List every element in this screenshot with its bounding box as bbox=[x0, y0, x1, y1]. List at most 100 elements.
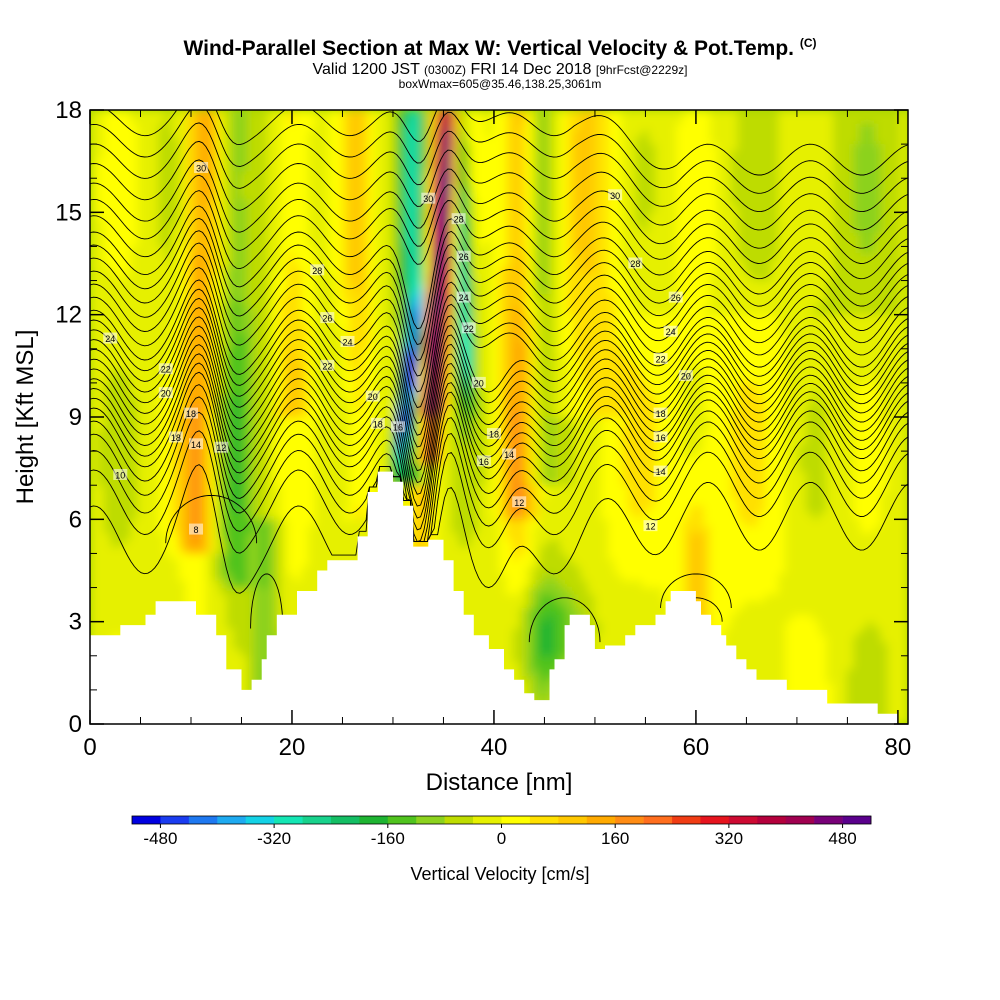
velocity-cell bbox=[110, 123, 118, 132]
velocity-cell bbox=[505, 260, 514, 268]
velocity-cell bbox=[424, 219, 432, 227]
velocity-cell bbox=[723, 110, 732, 118]
velocity-cell bbox=[887, 144, 895, 152]
velocity-cell bbox=[444, 178, 452, 186]
velocity-cell bbox=[253, 253, 262, 261]
velocity-cell bbox=[642, 157, 650, 166]
velocity-cell bbox=[519, 294, 527, 302]
velocity-cell bbox=[437, 376, 446, 384]
velocity-cell bbox=[130, 321, 139, 329]
velocity-cell bbox=[212, 341, 221, 350]
velocity-cell bbox=[226, 307, 234, 316]
velocity-cell bbox=[274, 110, 282, 118]
velocity-cell bbox=[642, 273, 650, 282]
velocity-cell bbox=[833, 150, 841, 159]
velocity-cell bbox=[873, 273, 882, 282]
velocity-cell bbox=[233, 185, 241, 193]
velocity-cell bbox=[246, 280, 255, 288]
velocity-cell bbox=[171, 253, 180, 261]
velocity-cell bbox=[233, 205, 241, 213]
velocity-cell bbox=[492, 191, 500, 200]
velocity-cell bbox=[778, 116, 786, 125]
velocity-cell bbox=[349, 212, 357, 220]
velocity-cell bbox=[587, 150, 596, 159]
velocity-cell bbox=[533, 157, 541, 166]
velocity-cell bbox=[328, 178, 336, 186]
velocity-cell bbox=[621, 239, 630, 248]
velocity-cell bbox=[867, 185, 875, 193]
velocity-cell bbox=[492, 280, 500, 288]
velocity-cell bbox=[771, 130, 780, 138]
velocity-cell bbox=[594, 137, 602, 145]
velocity-cell bbox=[321, 225, 330, 234]
velocity-cell bbox=[648, 178, 657, 186]
velocity-cell bbox=[349, 171, 357, 179]
velocity-cell bbox=[164, 280, 173, 288]
velocity-cell bbox=[151, 239, 159, 248]
velocity-cell bbox=[751, 219, 759, 227]
velocity-cell bbox=[137, 253, 146, 261]
velocity-cell bbox=[192, 307, 200, 316]
velocity-cell bbox=[737, 178, 745, 186]
velocity-cell bbox=[560, 212, 568, 220]
velocity-cell bbox=[867, 382, 875, 391]
velocity-cell bbox=[567, 382, 575, 391]
velocity-cell bbox=[873, 178, 882, 186]
velocity-cell bbox=[471, 280, 480, 288]
velocity-cell bbox=[212, 164, 221, 172]
velocity-cell bbox=[485, 191, 493, 200]
velocity-cell bbox=[648, 362, 657, 370]
velocity-cell bbox=[260, 123, 268, 132]
velocity-cell bbox=[601, 198, 609, 207]
velocity-cell bbox=[90, 314, 98, 323]
forecast-info: [9hrFcst@2229z] bbox=[595, 63, 688, 77]
velocity-cell bbox=[608, 198, 616, 207]
velocity-cell bbox=[512, 116, 521, 125]
velocity-cell bbox=[376, 178, 384, 186]
velocity-cell bbox=[594, 246, 602, 254]
velocity-cell bbox=[867, 212, 875, 220]
velocity-cell bbox=[451, 382, 459, 391]
velocity-cell bbox=[205, 314, 214, 323]
velocity-cell bbox=[362, 205, 371, 213]
velocity-cell bbox=[389, 362, 398, 370]
velocity-cell bbox=[335, 150, 343, 159]
velocity-cell bbox=[499, 287, 507, 295]
velocity-cell bbox=[321, 130, 330, 138]
velocity-cell bbox=[458, 110, 466, 118]
velocity-cell bbox=[867, 130, 875, 138]
velocity-cell bbox=[771, 382, 780, 391]
velocity-cell bbox=[751, 273, 759, 282]
velocity-cell bbox=[451, 123, 459, 132]
velocity-cell bbox=[778, 355, 786, 364]
velocity-cell bbox=[723, 376, 732, 384]
velocity-cell bbox=[812, 314, 820, 323]
velocity-cell bbox=[383, 116, 391, 125]
velocity-cell bbox=[212, 123, 221, 132]
velocity-cell bbox=[539, 287, 548, 295]
velocity-cell bbox=[839, 266, 848, 275]
velocity-cell bbox=[533, 185, 541, 193]
velocity-cell bbox=[103, 273, 112, 282]
velocity-cell bbox=[239, 348, 248, 357]
velocity-cell bbox=[546, 321, 555, 329]
velocity-cell bbox=[533, 294, 541, 302]
velocity-cell bbox=[103, 116, 112, 125]
velocity-cell bbox=[485, 150, 493, 159]
velocity-cell bbox=[887, 355, 895, 364]
velocity-cell bbox=[144, 321, 152, 329]
velocity-cell bbox=[860, 287, 868, 295]
velocity-cell bbox=[880, 212, 889, 220]
velocity-cell bbox=[110, 110, 118, 118]
velocity-cell bbox=[573, 239, 582, 248]
velocity-cell bbox=[192, 110, 200, 118]
velocity-cell bbox=[110, 185, 118, 193]
velocity-cell bbox=[383, 341, 391, 350]
velocity-cell bbox=[171, 219, 180, 227]
velocity-cell bbox=[144, 253, 152, 261]
velocity-cell bbox=[580, 157, 589, 166]
velocity-cell bbox=[349, 130, 357, 138]
velocity-cell bbox=[642, 376, 650, 384]
velocity-cell bbox=[560, 294, 568, 302]
velocity-cell bbox=[280, 157, 289, 166]
